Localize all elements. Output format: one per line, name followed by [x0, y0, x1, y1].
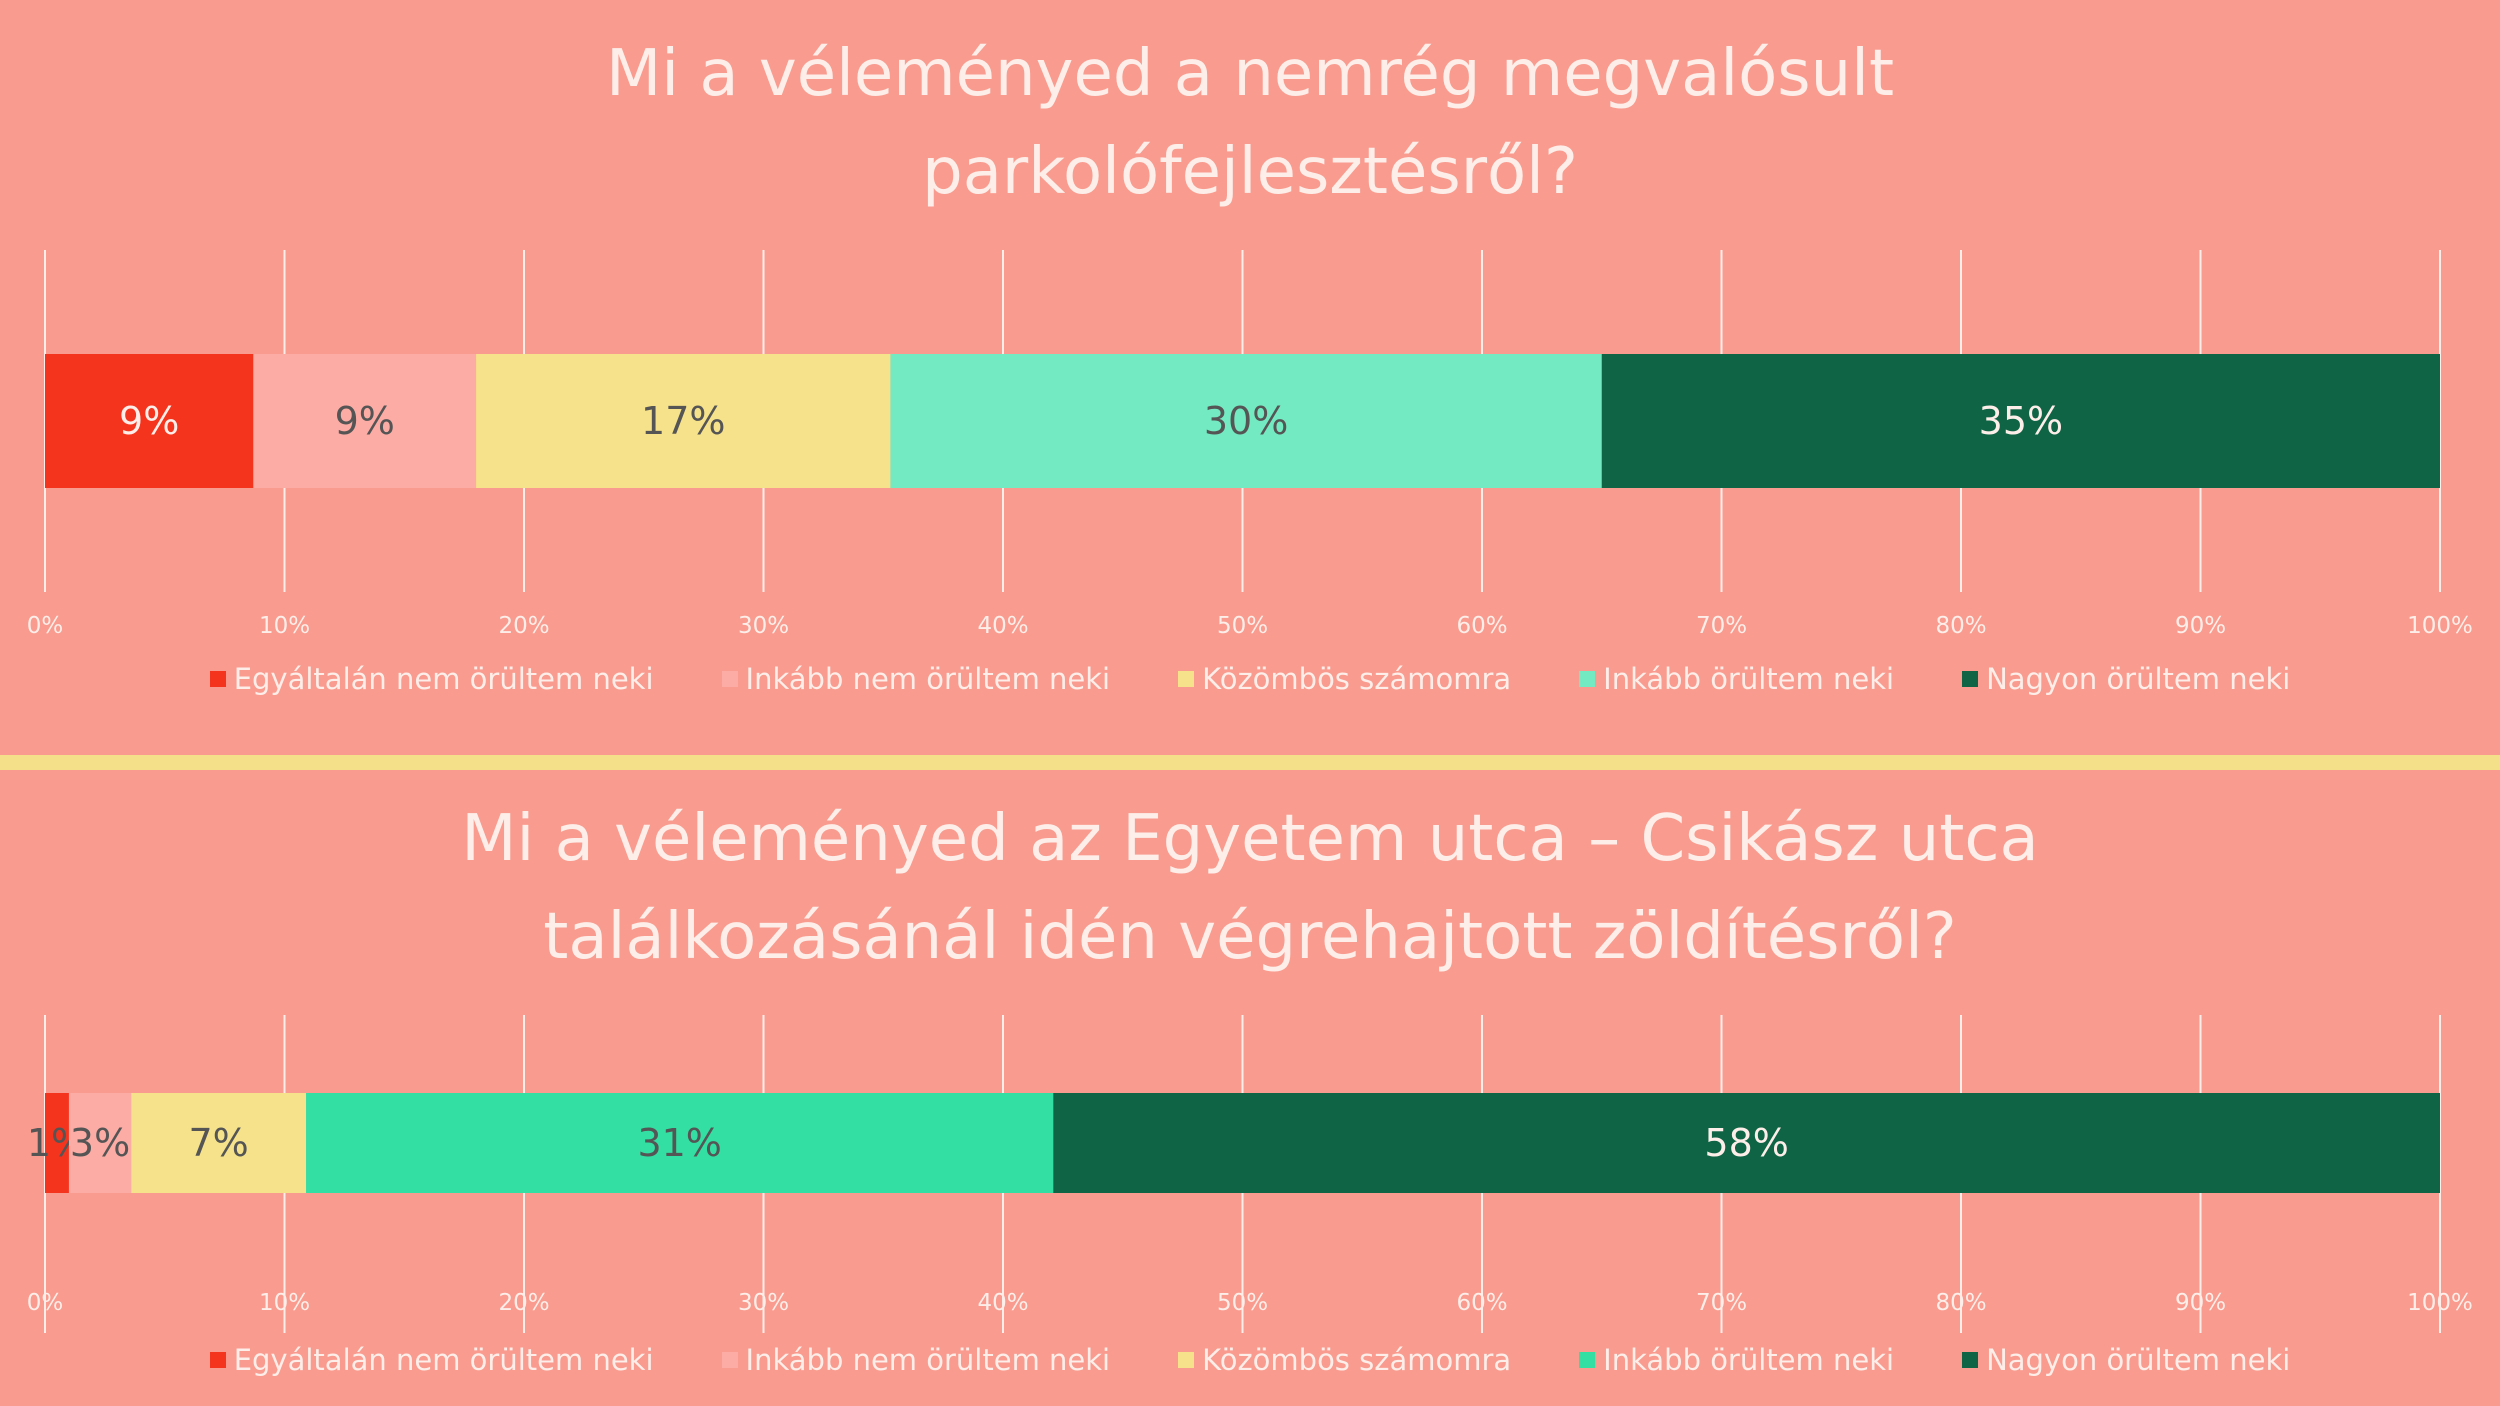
x-tick-label: 40%	[977, 1290, 1028, 1316]
stacked-bar-chart: 0% 10% 20% 30% 40% 50% 60% 70% 80% 90% 100% 9% 9% 17%…	[27, 250, 2473, 639]
chart-title-line-2: találkozásánál idén végrehajtott zöldíté…	[543, 900, 1957, 974]
legend-swatch	[1579, 1352, 1596, 1368]
data-label: 9%	[119, 399, 179, 443]
legend-label: Közömbös számomra	[1202, 662, 1512, 696]
legend-item-neutral: Közömbös számomra	[1178, 1343, 1511, 1377]
bar-segment	[68, 1093, 132, 1193]
x-tick-label: 100%	[2407, 1290, 2473, 1316]
legend-swatch	[1178, 1352, 1195, 1368]
data-label: 7%	[188, 1121, 248, 1165]
x-tick-label: 80%	[1935, 613, 1986, 639]
x-tick-label: 90%	[2175, 1290, 2226, 1316]
legend-label: Inkább örültem neki	[1603, 1343, 1895, 1377]
bar-segment	[253, 354, 477, 488]
legend-item-positive: Inkább örültem neki	[1579, 1343, 1894, 1377]
bar-segment	[1601, 354, 2440, 488]
bar-segment	[1053, 1093, 2440, 1193]
legend-swatch	[209, 671, 226, 687]
legend-swatch	[1962, 671, 1979, 687]
legend-swatch	[721, 1352, 738, 1368]
legend-item-neutral: Közömbös számomra	[1178, 662, 1511, 696]
bar-segment	[45, 354, 254, 488]
legend-label: Inkább nem örültem neki	[745, 1343, 1111, 1377]
chart-title: Mi a véleményed a nemrég megvalósult par…	[0, 25, 2500, 221]
legend-item-negative: Inkább nem örültem neki	[721, 662, 1111, 696]
x-tick-label: 70%	[1696, 1290, 1747, 1316]
x-tick-label: 10%	[259, 613, 310, 639]
data-label: 31%	[637, 1121, 721, 1165]
x-tick-label: 60%	[1456, 613, 1507, 639]
x-tick-label: 50%	[1217, 613, 1268, 639]
legend-item-very-negative: Egyáltalán nem örültem neki	[209, 1343, 654, 1377]
data-label: 35%	[1979, 399, 2063, 443]
bar-segment	[45, 1093, 69, 1193]
chart-legend: Egyáltalán nem örültem neki Inkább nem ö…	[0, 662, 2500, 696]
x-tick-label: 60%	[1456, 1290, 1507, 1316]
legend-item-very-negative: Egyáltalán nem örültem neki	[209, 662, 654, 696]
data-label: 3%	[70, 1121, 130, 1165]
x-tick-label: 30%	[738, 1290, 789, 1316]
chart-panel-greening: Mi a véleményed az Egyetem utca – Csikás…	[0, 770, 2500, 1406]
legend-swatch	[1962, 1352, 1979, 1368]
data-label: 58%	[1704, 1121, 1788, 1165]
x-tick-label: 0%	[27, 1290, 64, 1316]
x-tick-label: 100%	[2407, 613, 2473, 639]
legend-label: Egyáltalán nem örültem neki	[233, 662, 654, 696]
legend-item-very-positive: Nagyon örültem neki	[1962, 662, 2290, 696]
legend-item-negative: Inkább nem örültem neki	[721, 1343, 1111, 1377]
bar-segment	[306, 1093, 1054, 1193]
legend-item-positive: Inkább örültem neki	[1579, 662, 1894, 696]
stacked-bar-chart: 0% 10% 20% 30% 40% 50% 60% 70% 80% 90% 100%1%3% 7% 3…	[27, 1015, 2473, 1333]
legend-swatch	[1579, 671, 1596, 687]
legend-label: Nagyon örültem neki	[1986, 662, 2291, 696]
data-label: 30%	[1204, 399, 1288, 443]
x-tick-label: 20%	[498, 613, 549, 639]
bar-segment	[131, 1093, 307, 1193]
chart-panel-parking: Mi a véleményed a nemrég megvalósult par…	[0, 25, 2500, 696]
x-tick-label: 80%	[1935, 1290, 1986, 1316]
chart-title-line-2: parkolófejlesztésről?	[922, 135, 1578, 209]
x-tick-label: 20%	[498, 1290, 549, 1316]
data-label: 17%	[641, 399, 725, 443]
x-tick-label: 70%	[1696, 613, 1747, 639]
legend-swatch	[209, 1352, 226, 1368]
legend-label: Inkább örültem neki	[1603, 662, 1895, 696]
x-tick-label: 30%	[738, 613, 789, 639]
section-divider	[0, 755, 2500, 770]
legend-label: Közömbös számomra	[1202, 1343, 1512, 1377]
legend-swatch	[721, 671, 738, 687]
chart-title-line-1: Mi a véleményed az Egyetem utca – Csikás…	[461, 802, 2039, 876]
chart-title-line-1: Mi a véleményed a nemrég megvalósult	[605, 37, 1895, 111]
x-tick-label: 50%	[1217, 1290, 1268, 1316]
bar-segment	[890, 354, 1602, 488]
legend-label: Egyáltalán nem örültem neki	[233, 1343, 654, 1377]
legend-swatch	[1178, 671, 1195, 687]
chart-legend: Egyáltalán nem örültem neki Inkább nem ö…	[0, 1343, 2500, 1377]
x-tick-label: 90%	[2175, 613, 2226, 639]
legend-label: Nagyon örültem neki	[1986, 1343, 2291, 1377]
x-tick-label: 0%	[27, 613, 64, 639]
data-label: 9%	[335, 399, 395, 443]
legend-item-very-positive: Nagyon örültem neki	[1962, 1343, 2290, 1377]
x-tick-label: 40%	[977, 613, 1028, 639]
bar-segment	[476, 354, 891, 488]
legend-label: Inkább nem örültem neki	[745, 662, 1111, 696]
chart-title: Mi a véleményed az Egyetem utca – Csikás…	[0, 790, 2500, 986]
x-tick-label: 10%	[259, 1290, 310, 1316]
